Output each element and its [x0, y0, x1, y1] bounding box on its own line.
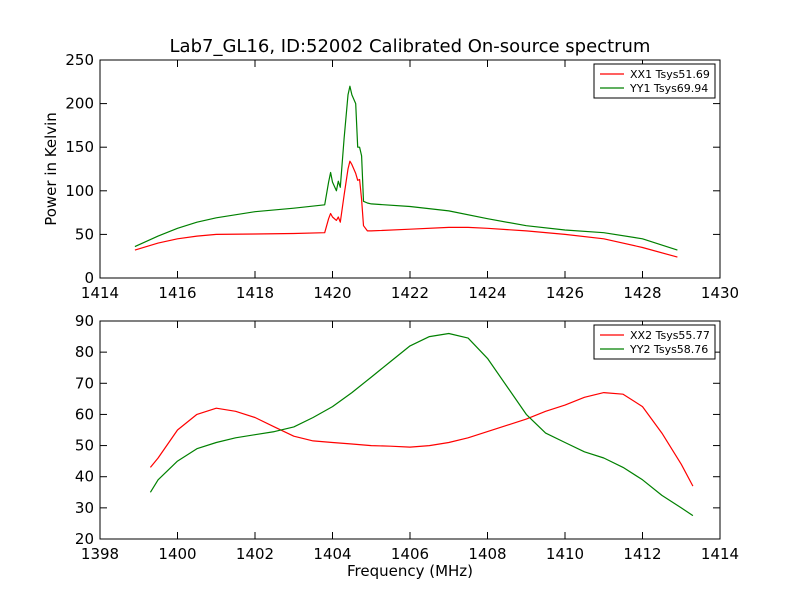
- bottom-x-tick-label: 1410: [546, 545, 584, 563]
- bottom-panel-ticks: 1398 1400 1402 1404 1406 1408 1410 1412 1414 20 30…: [75, 312, 739, 563]
- top-y-tick-label: 200: [65, 95, 94, 113]
- bottom-x-tick-label: 1414: [701, 545, 739, 563]
- top-panel-y-axis-label: Power in Kelvin: [42, 112, 60, 226]
- bottom-x-tick-label: 1398: [81, 545, 119, 563]
- top-x-tick-label: 1416: [158, 284, 196, 302]
- top-x-tick-label: 1430: [701, 284, 739, 302]
- legend-label-yy1: YY1 Tsys69.94: [629, 82, 708, 95]
- legend-label-xx1: XX1 Tsys51.69: [630, 68, 710, 81]
- bottom-x-tick-label: 1400: [158, 545, 196, 563]
- bottom-y-tick-label: 70: [75, 374, 94, 392]
- top-panel-series: [134, 85, 678, 258]
- bottom-y-tick-label: 60: [75, 405, 94, 423]
- legend-label-xx2: XX2 Tsys55.77: [630, 329, 710, 342]
- top-y-tick-label: 50: [75, 225, 94, 243]
- legend-label-yy2: YY2 Tsys58.76: [629, 343, 708, 356]
- top-panel-legend: XX1 Tsys51.69 YY1 Tsys69.94: [593, 63, 716, 99]
- top-x-tick-label: 1428: [623, 284, 661, 302]
- top-y-tick-label: 150: [65, 138, 94, 156]
- top-series-line-0: [134, 160, 678, 258]
- top-y-tick-label: 250: [65, 51, 94, 69]
- top-y-tick-label: 0: [84, 269, 94, 287]
- bottom-y-tick-label: 80: [75, 343, 94, 361]
- bottom-panel-legend-box: [593, 324, 716, 360]
- bottom-y-tick-label: 90: [75, 312, 94, 330]
- bottom-x-tick-label: 1408: [468, 545, 506, 563]
- top-x-tick-label: 1414: [81, 284, 119, 302]
- bottom-panel-x-axis-label: Frequency (MHz): [347, 562, 473, 580]
- bottom-panel-legend: XX2 Tsys55.77 YY2 Tsys58.76: [593, 324, 716, 360]
- top-x-tick-label: 1424: [468, 284, 506, 302]
- figure-title: Lab7_GL16, ID:52002 Calibrated On-source…: [170, 36, 651, 57]
- bottom-series-line-0: [149, 392, 694, 487]
- top-panel-frame: [99, 59, 721, 279]
- top-x-tick-label: 1426: [546, 284, 584, 302]
- top-x-tick-label: 1422: [391, 284, 429, 302]
- bottom-y-tick-label: 20: [75, 530, 94, 548]
- bottom-panel-series: [149, 332, 694, 517]
- bottom-y-tick-label: 50: [75, 437, 94, 455]
- bottom-panel-frame: [99, 320, 721, 540]
- bottom-y-tick-label: 40: [75, 468, 94, 486]
- bottom-x-tick-label: 1412: [623, 545, 661, 563]
- top-x-tick-label: 1418: [236, 284, 274, 302]
- bottom-x-tick-label: 1402: [236, 545, 274, 563]
- bottom-x-tick-label: 1406: [391, 545, 429, 563]
- bottom-y-tick-label: 30: [75, 499, 94, 517]
- top-x-tick-label: 1420: [313, 284, 351, 302]
- top-series-line-1: [134, 85, 678, 251]
- bottom-x-tick-label: 1404: [313, 545, 351, 563]
- top-panel-legend-box: [593, 63, 716, 99]
- bottom-series-line-1: [149, 332, 694, 517]
- top-panel-xx1-yy1: 1414 1416 1418 1420 1422 1424 1426 1428 1430 0 50 1…: [42, 51, 739, 302]
- bottom-panel-xx2-yy2: 1398 1400 1402 1404 1406 1408 1410 1412 1414 20 30…: [75, 312, 739, 580]
- top-panel-ticks: 1414 1416 1418 1420 1422 1424 1426 1428 1430 0 50 1…: [65, 51, 739, 302]
- top-y-tick-label: 100: [65, 182, 94, 200]
